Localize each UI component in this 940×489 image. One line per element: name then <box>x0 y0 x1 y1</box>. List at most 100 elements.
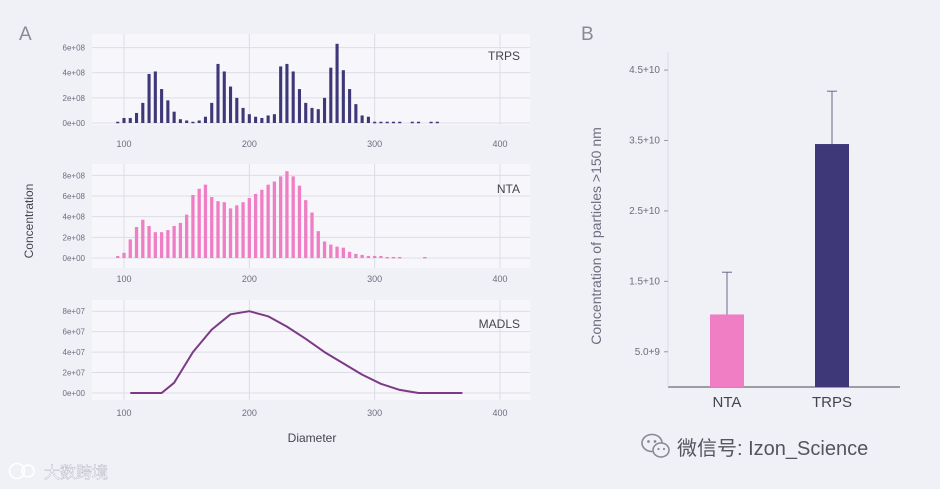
nta-bar <box>210 197 214 258</box>
trps-bar <box>122 117 126 123</box>
nta-bar <box>335 246 339 258</box>
madls-ytick-label: 6e+07 <box>63 328 86 337</box>
nta-ytick-label: 4e+08 <box>63 213 86 222</box>
trps-bar <box>116 121 120 124</box>
trps-xtick-label: 200 <box>242 139 257 149</box>
nta-bar <box>279 176 283 258</box>
nta-bar <box>341 247 345 258</box>
trps-bar <box>385 121 389 124</box>
madls-plot-area <box>92 300 530 400</box>
trps-bar <box>141 102 145 123</box>
nta-bar <box>291 176 295 258</box>
trps-bar <box>391 121 396 124</box>
nta-bar <box>122 252 126 258</box>
trps-bar <box>354 104 358 123</box>
nta-bar <box>166 230 170 258</box>
wechat-icon <box>641 433 670 458</box>
nta-bar <box>197 188 201 258</box>
trps-bar <box>335 43 339 123</box>
trps-bar <box>128 117 132 123</box>
nta-xtick-label: 400 <box>492 274 507 284</box>
panel-a-ylabel: Concentration <box>22 184 36 259</box>
nta-ytick-label: 0e+00 <box>63 254 86 263</box>
b-bar-nta <box>710 314 744 387</box>
nta-bar <box>253 193 258 258</box>
trps-bar <box>210 102 214 123</box>
nta-bar <box>147 225 151 258</box>
trps-bar <box>285 63 289 123</box>
nta-ytick-label: 2e+08 <box>63 233 86 242</box>
nta-bar <box>272 181 277 258</box>
madls-ytick-label: 8e+07 <box>63 307 86 316</box>
trps-bar <box>222 71 226 123</box>
nta-bar <box>116 255 120 258</box>
trps-bar <box>310 107 314 123</box>
nta-bar <box>128 239 132 258</box>
nta-bar <box>266 184 270 258</box>
nta-xtick-label: 100 <box>116 274 131 284</box>
nta-xtick-label: 200 <box>242 274 257 284</box>
trps-ytick-label: 6e+08 <box>63 44 86 53</box>
trps-bar <box>348 89 352 123</box>
nta-bar <box>153 232 157 258</box>
nta-bar <box>347 251 352 258</box>
nta-bar <box>385 256 389 259</box>
trps-bar <box>172 111 176 123</box>
madls-ytick-label: 0e+00 <box>63 389 86 398</box>
nta-bar <box>329 244 333 258</box>
madls-ytick-label: 4e+07 <box>63 348 86 357</box>
trps-bar <box>134 112 139 123</box>
panel-a-letter: A <box>19 24 32 45</box>
nta-bar <box>241 202 245 258</box>
trps-bar <box>279 66 283 123</box>
nta-bar <box>354 253 358 258</box>
trps-bar <box>366 116 370 123</box>
nta-bar <box>159 232 164 258</box>
nta-bar <box>379 255 383 258</box>
watermark-text: 微信号: Izon_Science <box>677 437 868 460</box>
nta-bar <box>391 256 396 259</box>
b-ytick-label: 4.5+10 <box>629 65 660 76</box>
trps-xtick-label: 300 <box>367 139 382 149</box>
trps-bar <box>410 121 414 124</box>
madls-xtick-label: 300 <box>367 408 382 418</box>
nta-bar <box>316 231 320 258</box>
trps-bar <box>329 67 333 123</box>
trps-bar <box>379 121 383 124</box>
trps-xtick-label: 100 <box>116 139 131 149</box>
trps-bar <box>398 121 402 124</box>
nta-bar <box>423 256 427 259</box>
trps-bar <box>153 71 157 123</box>
trps-bar <box>260 117 264 123</box>
nta-bar <box>247 198 251 258</box>
nta-bar <box>141 219 145 258</box>
trps-bar <box>191 121 195 124</box>
trps-bar <box>435 121 439 124</box>
nta-bar <box>260 189 264 258</box>
trps-bar <box>341 70 345 123</box>
trps-bar <box>304 102 308 123</box>
trps-bar <box>160 89 164 123</box>
trps-bar <box>185 120 189 123</box>
panel-b-letter: B <box>581 24 594 45</box>
nta-bar <box>228 208 233 258</box>
nta-bar <box>398 256 402 259</box>
trps-bar <box>147 73 151 123</box>
nta-xtick-label: 300 <box>367 274 382 284</box>
trps-ytick-label: 4e+08 <box>63 69 86 78</box>
panel-a-xlabel: Diameter <box>288 431 337 445</box>
trps-bar <box>291 71 295 123</box>
trps-bar <box>416 121 421 124</box>
trps-bar <box>247 114 251 123</box>
nta-ytick-label: 6e+08 <box>63 192 86 201</box>
b-ytick-label: 5.0+9 <box>635 347 661 358</box>
nta-bar <box>172 225 176 258</box>
nta-bar <box>322 241 327 258</box>
trps-bar <box>266 115 270 123</box>
madls-xtick-label: 100 <box>116 408 131 418</box>
trps-bar <box>197 120 201 123</box>
nta-bar <box>373 255 377 258</box>
corner-watermark-text: 大数跨境 <box>44 463 108 482</box>
nta-bar <box>222 202 226 258</box>
